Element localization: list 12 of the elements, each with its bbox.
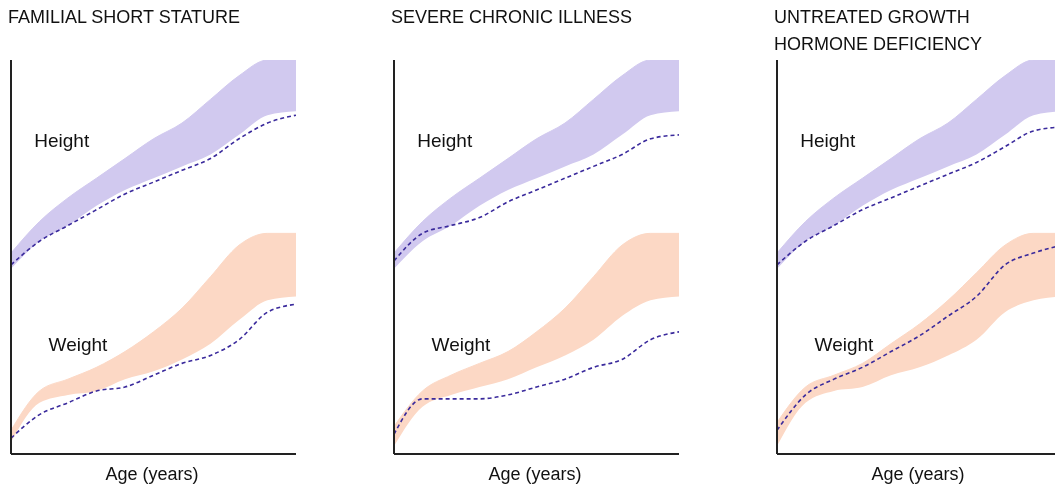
series-label: Height — [417, 130, 473, 152]
series-label: Weight — [48, 334, 108, 356]
series-label: Height — [34, 130, 90, 152]
series-label: Weight — [814, 334, 874, 356]
chart-title: UNTREATED GROWTH HORMONE DEFICIENCY — [774, 6, 983, 56]
chart-title: SEVERE CHRONIC ILLNESS — [391, 6, 634, 29]
series-label: Height — [800, 130, 856, 152]
x-axis-title: Age (years) — [487, 464, 583, 485]
x-axis-title: Age (years) — [870, 464, 966, 485]
x-axis-title: Age (years) — [104, 464, 200, 485]
series-label: Weight — [431, 334, 491, 356]
chart-title: FAMILIAL SHORT STATURE — [8, 6, 242, 29]
